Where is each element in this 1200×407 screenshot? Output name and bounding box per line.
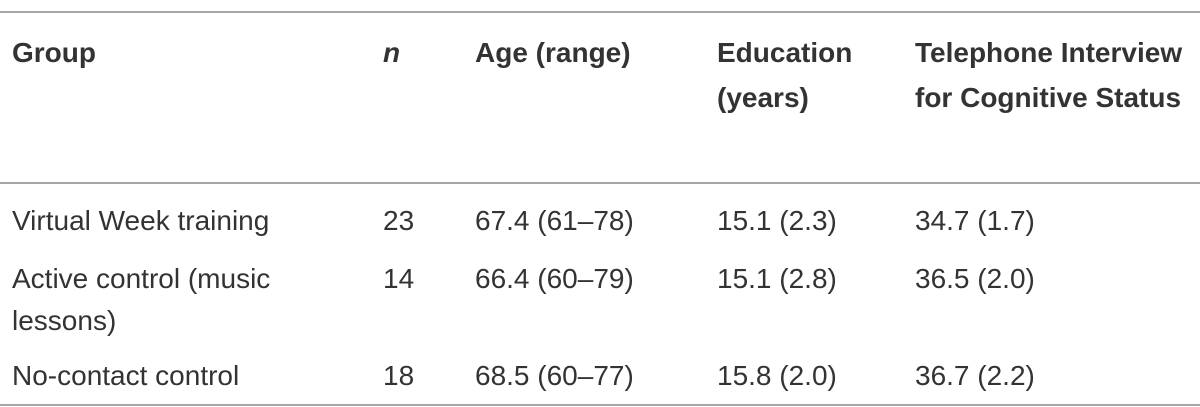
- table-cell: 34.7 (1.7): [915, 205, 1035, 236]
- table-cell: 15.8 (2.0): [717, 360, 837, 391]
- column-header: Telephone Interview for Cognitive Status: [915, 37, 1183, 113]
- top-rule: [0, 11, 1200, 13]
- bottom-rule: [0, 404, 1200, 406]
- table-cell: 18: [383, 360, 415, 391]
- table-cell: 67.4 (61–78): [475, 205, 634, 236]
- table-cell: 15.1 (2.3): [717, 205, 837, 236]
- table-cell: 36.5 (2.0): [915, 263, 1035, 294]
- table-cell: Active control (music lessons): [12, 263, 271, 336]
- column-header: Group: [12, 37, 96, 68]
- table-cell: 66.4 (60–79): [475, 263, 634, 294]
- table-cell: No-contact control: [12, 360, 240, 391]
- table-cell: 14: [383, 263, 415, 294]
- table-cell: 15.1 (2.8): [717, 263, 837, 294]
- header-rule: [0, 182, 1200, 184]
- table-cell: 23: [383, 205, 415, 236]
- table-cell: 36.7 (2.2): [915, 360, 1035, 391]
- column-header: Age (range): [475, 37, 631, 68]
- column-header: n: [383, 37, 401, 68]
- table-cell: Virtual Week training: [12, 205, 270, 236]
- table-cell: 68.5 (60–77): [475, 360, 634, 391]
- column-header: Education (years): [717, 37, 853, 113]
